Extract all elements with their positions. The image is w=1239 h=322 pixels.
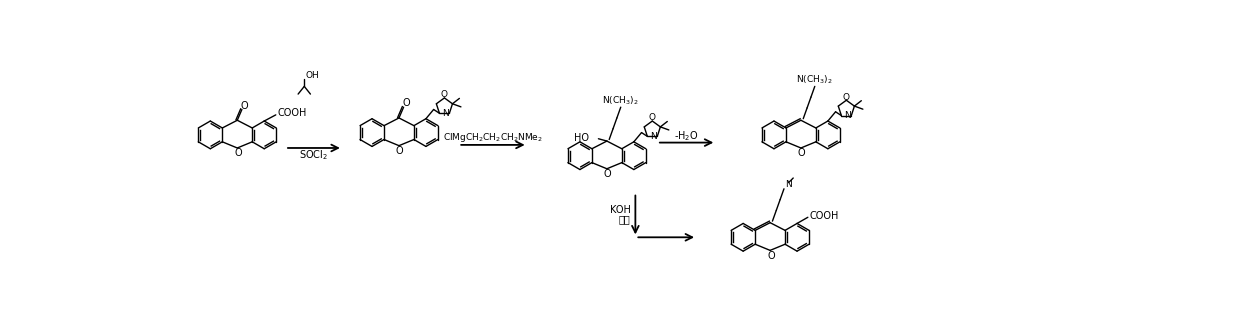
- Text: N: N: [786, 180, 792, 189]
- Text: N: N: [442, 109, 449, 118]
- Text: OH: OH: [305, 71, 318, 80]
- Text: KOH: KOH: [610, 205, 631, 215]
- Text: COOH: COOH: [809, 211, 839, 221]
- Text: N(CH$_3$)$_2$: N(CH$_3$)$_2$: [602, 95, 639, 107]
- Text: O: O: [240, 101, 248, 111]
- Text: N: N: [844, 111, 851, 120]
- Text: HO: HO: [574, 133, 590, 143]
- Text: O: O: [767, 251, 774, 261]
- Text: N(CH$_3$)$_2$: N(CH$_3$)$_2$: [797, 74, 833, 87]
- Text: O: O: [603, 169, 612, 179]
- Text: O: O: [649, 113, 655, 122]
- Text: O: O: [234, 148, 242, 158]
- Text: O: O: [396, 146, 404, 156]
- Text: O: O: [403, 98, 410, 108]
- Text: O: O: [441, 90, 449, 99]
- Text: N: N: [650, 132, 657, 141]
- Text: SOCl$_2$: SOCl$_2$: [299, 148, 328, 162]
- Text: O: O: [798, 148, 805, 158]
- Text: ClMgCH$_2$CH$_2$CH$_2$NMe$_2$: ClMgCH$_2$CH$_2$CH$_2$NMe$_2$: [442, 131, 543, 145]
- Text: -H$_2$O: -H$_2$O: [674, 129, 699, 143]
- Text: 水解: 水解: [620, 214, 631, 224]
- Text: O: O: [843, 93, 850, 102]
- Text: COOH: COOH: [278, 108, 307, 118]
